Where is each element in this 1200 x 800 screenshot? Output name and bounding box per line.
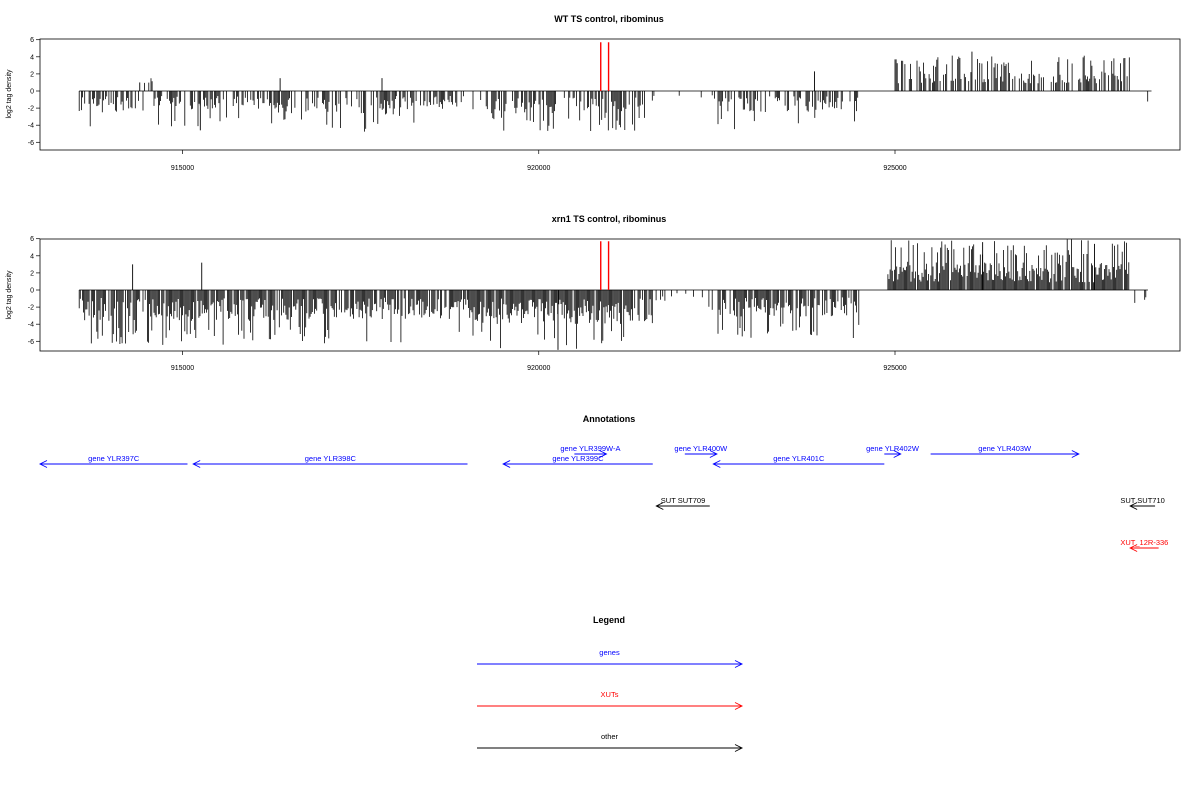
y-tick-label: 0 [30,288,34,295]
y-tick-label: 6 [30,37,34,44]
panel-title-xrn1: xrn1 TS control, ribominus [552,214,667,224]
annotation-feature: gene YLR402W [866,444,920,458]
feature-label: gene YLR398C [305,454,357,463]
plot-frame-wt [39,38,1181,151]
arrow-head [709,450,718,458]
annotation-feature: gene YLR401C [712,454,885,468]
annotation-feature: gene YLR399W-A [560,444,621,458]
position-markers-wt [600,42,610,91]
panel-title-wt: WT TS control, ribominus [554,14,664,24]
position-markers-xrn1 [600,241,610,290]
arrow-head [38,460,48,468]
annotation-feature: SUT SUT709 [655,496,710,510]
annotation-feature: gene YLR399C [502,454,653,468]
feature-label: gene YLR402W [866,444,920,453]
arrow-head [1129,502,1138,510]
y-axis-wt: 6 4 2 0 -2 -4 -6 [28,37,40,147]
feature-label: SUT SUT709 [661,496,705,505]
y-tick-label: 4 [30,253,34,260]
annotations-panel: Annotations gene YLR397C gene YLR398C gene… [38,414,1168,552]
arrow-head [599,450,608,458]
x-axis-xrn1: 915000 920000 925000 [171,351,907,372]
feature-label: gene YLR399W-A [560,444,620,453]
y-tick-label: -6 [28,140,34,147]
y-tick-label: 2 [30,270,34,277]
x-tick-label: 925000 [883,165,906,172]
feature-label: gene YLR399C [552,454,604,463]
x-tick-label: 915000 [171,165,194,172]
feature-label: SUT SUT710 [1120,496,1164,505]
y-tick-label: 6 [30,236,34,243]
x-tick-label: 920000 [527,165,550,172]
annotation-feature: gene YLR397C [38,454,188,468]
annotation-features: gene YLR397C gene YLR398C gene YLR399Cgene… [38,444,1168,552]
annotation-feature: gene YLR398C [192,454,468,468]
y-tick-label: -4 [28,123,34,130]
arrow-head [734,660,744,668]
legend-title: Legend [593,615,625,625]
arrow-head [1129,544,1138,552]
y-tick-label: -4 [28,322,34,329]
track-panel-xrn1: xrn1 TS control, ribominus log2 tag dens… [6,214,1181,372]
y-tick-label: 4 [30,54,34,61]
track-panel-wt: WT TS control, ribominus log2 tag densit… [6,14,1181,172]
annotation-feature: gene YLR403W [930,444,1080,458]
x-tick-label: 925000 [883,365,906,372]
legend-panel: Legend genes XUTs other [477,615,744,752]
y-axis-label-wt: log2 tag density [6,69,13,119]
legend-label: genes [599,648,620,657]
x-tick-label: 920000 [527,365,550,372]
legend-item: genes [477,648,744,668]
feature-label: gene YLR401C [773,454,825,463]
plot-frame-xrn1 [39,238,1181,352]
feature-label: gene YLR400W [674,444,728,453]
legend-label: XUTs [601,690,619,699]
x-tick-label: 915000 [171,365,194,372]
legend-item: XUTs [477,690,744,710]
arrow-head [502,460,511,468]
arrow-head [734,744,744,752]
arrow-head [655,502,664,510]
feature-label: XUT_12R-336 [1120,538,1168,547]
y-tick-label: -2 [28,305,34,312]
arrow-head [712,460,721,468]
density-bars-wt [78,51,1152,132]
y-tick-label: -2 [28,106,34,113]
arrow-head [1071,450,1080,458]
annotation-feature: SUT SUT710 [1120,496,1165,510]
feature-label: gene YLR397C [88,454,140,463]
arrow-head [192,460,201,468]
feature-label: gene YLR403W [978,444,1032,453]
legend-items: genes XUTs other [477,648,744,752]
x-axis-wt: 915000 920000 925000 [171,150,907,172]
legend-item: other [477,732,744,752]
y-tick-label: 0 [30,89,34,96]
density-bars-xrn1 [78,239,1148,350]
legend-label: other [601,732,619,741]
annotations-title: Annotations [583,414,636,424]
arrow-head [734,702,744,710]
y-tick-label: 2 [30,71,34,78]
y-axis-xrn1: 6 4 2 0 -2 -4 -6 [28,236,40,346]
arrow-head [893,450,902,458]
annotation-feature: gene YLR400W [674,444,728,458]
y-axis-label-xrn1: log2 tag density [6,270,13,320]
y-tick-label: -6 [28,339,34,346]
annotation-feature: XUT_12R-336 [1120,538,1168,552]
